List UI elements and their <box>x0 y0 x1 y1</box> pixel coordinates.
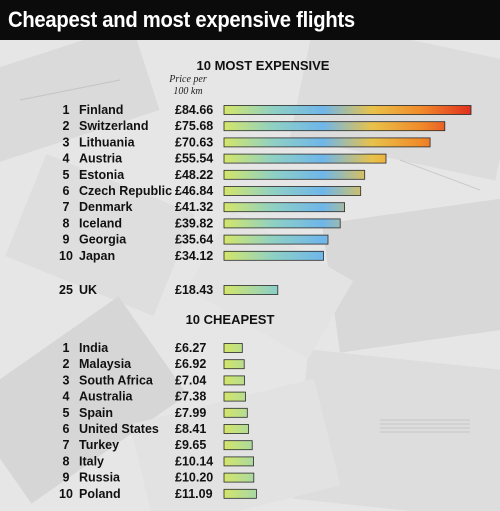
bar-south-africa <box>223 375 245 386</box>
rank-label: 5 <box>63 406 70 420</box>
rank-label: 3 <box>63 135 70 149</box>
bar-russia <box>223 472 255 483</box>
price-label: £6.92 <box>175 357 206 371</box>
bar-united-states <box>223 424 249 434</box>
bar-japan <box>223 250 324 261</box>
bar-spain <box>223 407 248 418</box>
bar-switzerland <box>223 121 446 132</box>
country-label: Finland <box>79 103 123 117</box>
country-label: UK <box>79 283 97 297</box>
rank-label: 9 <box>63 471 70 485</box>
ticket-collage-background <box>0 40 500 511</box>
price-label: £39.82 <box>175 216 213 230</box>
rank-label: 3 <box>63 373 70 387</box>
country-label: Malaysia <box>79 357 132 371</box>
rank-label: 7 <box>63 200 70 214</box>
price-label: £10.14 <box>175 454 213 468</box>
country-label: Switzerland <box>79 119 148 133</box>
price-label: £8.41 <box>175 422 206 436</box>
price-label: £18.43 <box>175 283 213 297</box>
bar-uk <box>223 285 279 295</box>
country-label: Austria <box>79 152 123 166</box>
bar-malaysia <box>223 359 245 370</box>
country-label: Poland <box>79 487 121 501</box>
country-label: Japan <box>79 249 115 263</box>
country-label: Turkey <box>79 438 119 452</box>
rank-label: 6 <box>63 184 70 198</box>
rank-label: 2 <box>63 119 70 133</box>
bar-india <box>223 343 243 353</box>
price-label: £46.84 <box>175 184 213 198</box>
bar-finland <box>223 105 472 115</box>
price-label: £9.65 <box>175 438 206 452</box>
country-label: India <box>79 341 109 355</box>
bar-georgia <box>223 234 329 245</box>
price-label: £55.54 <box>175 152 213 166</box>
rank-label: 10 <box>59 487 73 501</box>
country-label: United States <box>79 422 159 436</box>
country-label: Czech Republic <box>79 184 172 198</box>
bar-rows: 1 Finland £84.66 2 Switzerland £75.68 3 Lithuan… <box>59 103 472 501</box>
price-label: £34.12 <box>175 249 213 263</box>
rank-label: 8 <box>63 454 70 468</box>
price-label: £7.38 <box>175 390 206 404</box>
per-100km-label: 100 km <box>173 86 202 97</box>
rank-label: 8 <box>63 216 70 230</box>
country-label: Australia <box>79 390 134 404</box>
country-label: Lithuania <box>79 135 136 149</box>
rank-label: 2 <box>63 357 70 371</box>
bar-lithuania <box>223 137 431 148</box>
chart-title: Cheapest and most expensive flights <box>8 7 355 32</box>
price-label: £10.20 <box>175 471 213 485</box>
bar-italy <box>223 456 255 467</box>
bar-denmark <box>223 202 345 213</box>
rank-label: 4 <box>63 390 70 404</box>
price-label: £70.63 <box>175 135 213 149</box>
price-label: £35.64 <box>175 233 213 247</box>
price-label: £7.99 <box>175 406 206 420</box>
rank-label: 6 <box>63 422 70 436</box>
rank-label: 9 <box>63 233 70 247</box>
price-label: £6.27 <box>175 341 206 355</box>
rank-label: 7 <box>63 438 70 452</box>
country-label: South Africa <box>79 373 154 387</box>
price-label: £41.32 <box>175 200 213 214</box>
bar-austria <box>223 153 387 164</box>
bar-estonia <box>223 169 366 180</box>
country-label: Iceland <box>79 216 122 230</box>
price-label: £84.66 <box>175 103 213 117</box>
rank-label: 25 <box>59 283 73 297</box>
country-label: Italy <box>79 454 104 468</box>
country-label: Spain <box>79 406 113 420</box>
bar-czech-republic <box>223 186 362 196</box>
price-label: £48.22 <box>175 168 213 182</box>
country-label: Denmark <box>79 200 133 214</box>
country-label: Estonia <box>79 168 125 182</box>
rank-label: 4 <box>63 152 70 166</box>
bar-turkey <box>223 440 253 451</box>
price-label: £75.68 <box>175 119 213 133</box>
rank-label: 1 <box>63 103 70 117</box>
expensive-header: 10 MOST EXPENSIVE <box>197 58 330 73</box>
rank-label: 1 <box>63 341 70 355</box>
country-label: Georgia <box>79 233 127 247</box>
title-bar: Cheapest and most expensive flights <box>0 0 500 40</box>
bar-poland <box>223 488 257 499</box>
bar-iceland <box>223 218 341 229</box>
price-label: £7.04 <box>175 373 206 387</box>
cheapest-header: 10 CHEAPEST <box>186 312 275 327</box>
rank-label: 5 <box>63 168 70 182</box>
price-per-label: Price per <box>168 74 207 85</box>
rank-label: 10 <box>59 249 73 263</box>
price-label: £11.09 <box>175 487 213 501</box>
bar-australia <box>223 391 246 402</box>
country-label: Russia <box>79 471 121 485</box>
